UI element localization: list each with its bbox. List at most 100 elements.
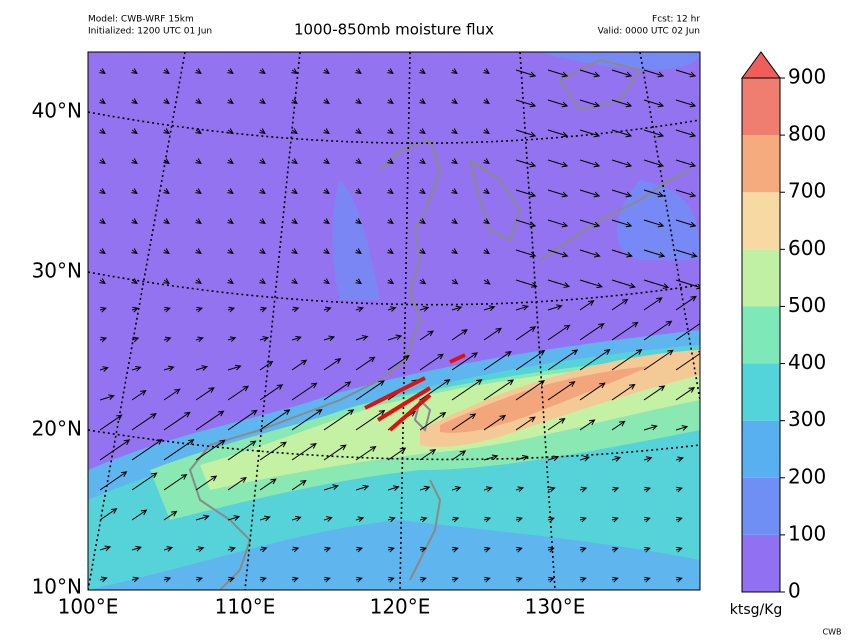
wind-vector xyxy=(419,546,427,553)
wind-vector xyxy=(355,188,362,195)
wind-vector xyxy=(227,409,258,431)
wind-vector xyxy=(387,158,394,165)
wind-vector xyxy=(291,218,298,225)
wind-vector xyxy=(131,413,157,431)
wind-vector xyxy=(419,158,426,165)
wind-vector xyxy=(611,298,629,311)
wind-vector xyxy=(547,69,569,78)
wind-vector xyxy=(451,379,483,401)
wind-vector xyxy=(131,545,143,552)
lon-label: 130°E xyxy=(525,595,586,619)
wind-vector xyxy=(195,306,203,313)
wind-vector xyxy=(547,129,569,138)
wind-vector xyxy=(515,279,538,288)
wind-vector xyxy=(323,158,330,165)
colorbar-band xyxy=(742,249,780,307)
wind-vector xyxy=(131,218,138,225)
lat-label: 20°N xyxy=(32,417,82,441)
wind-vector xyxy=(547,516,555,523)
init-label: Initialized: 1200 UTC 01 Jun xyxy=(88,27,212,37)
wind-vector xyxy=(611,383,636,401)
wind-vector xyxy=(195,514,210,521)
wind-vector xyxy=(259,336,270,342)
wind-vector xyxy=(419,379,451,401)
wind-vector xyxy=(675,99,697,108)
wind-vector xyxy=(387,68,394,75)
wind-vector xyxy=(259,128,266,135)
wind-vector xyxy=(547,455,560,462)
wind-vector xyxy=(451,248,458,255)
lon-label: 120°E xyxy=(370,595,431,619)
wind-vector xyxy=(643,189,665,198)
wind-vector xyxy=(451,352,479,371)
wind-vector xyxy=(515,326,537,341)
wind-vector xyxy=(227,128,234,135)
wind-vector xyxy=(419,98,426,105)
wind-vector xyxy=(131,98,138,105)
colorbar-tick-label: 900 xyxy=(788,65,826,89)
wind-vector xyxy=(643,385,666,401)
wind-vector xyxy=(675,295,697,311)
wind-vector xyxy=(259,478,277,491)
wind-vector xyxy=(323,306,332,313)
wind-vector xyxy=(323,358,342,371)
wind-vector xyxy=(99,98,106,105)
wind-vector xyxy=(515,546,523,553)
wind-vector xyxy=(451,329,468,341)
wind-vector xyxy=(131,158,138,165)
wind-vector xyxy=(675,386,696,401)
wind-vector xyxy=(483,128,490,135)
wind-vector xyxy=(611,69,633,78)
wind-vector xyxy=(675,279,700,290)
wind-vector xyxy=(323,546,332,553)
colorbar-band xyxy=(742,78,780,136)
wind-vector xyxy=(547,189,569,198)
wind-vector xyxy=(291,546,300,553)
wind-vector xyxy=(163,248,170,255)
wind-vector xyxy=(323,98,330,105)
wind-vector xyxy=(163,576,172,583)
wind-vector xyxy=(291,98,298,105)
wind-vector xyxy=(259,576,267,583)
wind-vector xyxy=(483,248,490,255)
wind-vector xyxy=(355,218,362,225)
wind-vector xyxy=(643,249,666,258)
wind-vector xyxy=(259,384,284,401)
lon-label: 110°E xyxy=(215,595,276,619)
wind-vector xyxy=(195,546,205,552)
wind-vector xyxy=(163,365,175,372)
wind-vector xyxy=(515,349,546,371)
wind-vector xyxy=(611,249,633,258)
colorbar-tick-label: 0 xyxy=(788,579,801,603)
wind-vector xyxy=(323,484,339,491)
wind-vector xyxy=(99,366,109,372)
colorbar-tick-label: 700 xyxy=(788,179,826,203)
wind-vector xyxy=(355,306,365,313)
wind-vector xyxy=(355,356,376,371)
wind-vector xyxy=(323,128,330,135)
wind-vector xyxy=(355,248,362,255)
wind-vector xyxy=(579,576,587,583)
wind-vector xyxy=(131,509,148,521)
wind-vector xyxy=(387,128,394,135)
colorbar-tick-label: 100 xyxy=(788,521,826,545)
wind-vector xyxy=(579,349,611,371)
wind-vector xyxy=(99,545,112,552)
wind-vector xyxy=(419,306,430,312)
map-area xyxy=(88,52,700,590)
wind-vector xyxy=(675,129,697,138)
wind-vector xyxy=(131,389,147,401)
wind-vector xyxy=(515,219,537,228)
wind-vector xyxy=(163,439,195,461)
wind-vector xyxy=(387,248,394,255)
wind-vector xyxy=(291,576,299,583)
wind-vector xyxy=(419,248,426,255)
wind-vector xyxy=(131,188,138,195)
wind-vector xyxy=(323,516,333,522)
wind-vector xyxy=(611,189,633,198)
forecast-label: Fcst: 12 hr xyxy=(652,15,700,25)
colorbar-tick-label: 200 xyxy=(788,464,826,488)
model-label: Model: CWB-WRF 15km xyxy=(88,15,194,25)
wind-vector xyxy=(515,380,546,401)
wind-vector xyxy=(163,546,174,552)
